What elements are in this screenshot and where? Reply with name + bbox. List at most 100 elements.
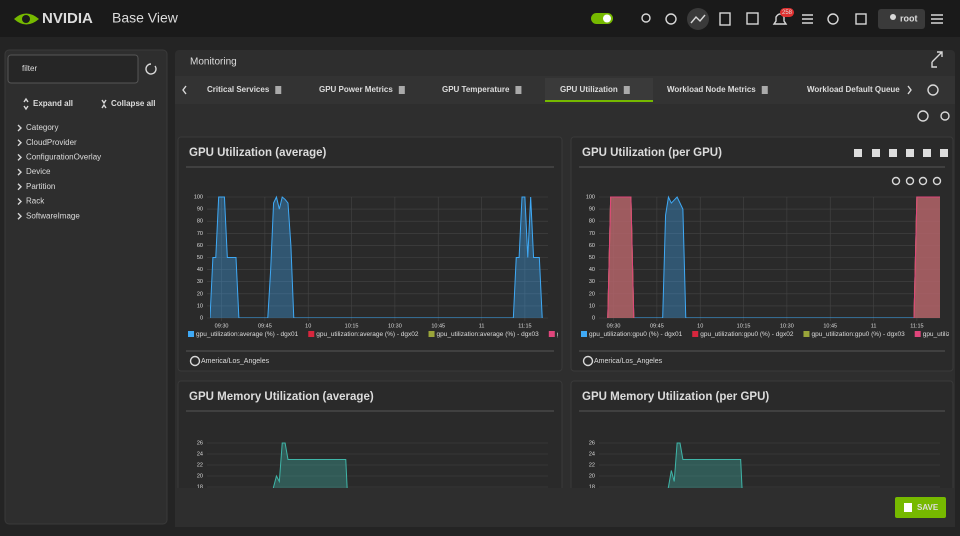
calc-icon[interactable] (719, 12, 731, 26)
tab-label[interactable]: Workload Default Queue (807, 85, 900, 94)
legend-swatch[interactable] (581, 331, 587, 337)
filter-input[interactable] (7, 54, 139, 84)
y-tick-label: 50 (589, 255, 595, 261)
filter-placeholder: filter (22, 64, 37, 73)
tree-item[interactable]: ConfigurationOverlay (26, 153, 101, 162)
tab-delete[interactable] (623, 86, 630, 94)
panel-title: GPU Utilization (per GPU) (582, 147, 722, 159)
chart-panel: GPU Memory Utilization (per GPU) 18 20 22 24… (570, 380, 954, 502)
tree-caret[interactable] (17, 153, 22, 161)
clock-icon (582, 355, 594, 367)
tree-item[interactable]: CloudProvider (26, 138, 77, 147)
refresh-icon[interactable] (145, 63, 157, 75)
y-tick-label: 26 (589, 440, 595, 446)
panel-tool[interactable] (906, 149, 914, 157)
add-widget[interactable] (917, 110, 929, 122)
tab-right[interactable] (907, 85, 912, 95)
x-tick-label: 10 (697, 323, 703, 329)
display-icon[interactable] (746, 12, 759, 25)
y-tick-label: 26 (197, 440, 203, 446)
tab-delete[interactable] (761, 86, 768, 94)
panel-tool[interactable] (923, 149, 931, 157)
legend-label[interactable]: gpu_utilization:average (%) - dgx02 (316, 331, 419, 338)
y-tick-label: 40 (197, 267, 203, 273)
x-tick-label: 11 (479, 323, 485, 329)
panel-bg (177, 136, 563, 372)
legend-label[interactable]: gpu_utilization:gpu0 (%) - dgx03 (811, 331, 905, 338)
y-tick-label: 40 (589, 267, 595, 273)
panel-title: GPU Utilization (average) (189, 147, 327, 159)
panel-title: GPU Memory Utilization (average) (189, 391, 374, 403)
tab-label[interactable]: Workload Node Metrics (667, 85, 756, 94)
panel-tool[interactable] (889, 149, 897, 157)
tab-delete[interactable] (275, 86, 282, 94)
tasks-icon[interactable] (802, 14, 813, 24)
cluster-icon[interactable] (665, 13, 677, 25)
expand-all[interactable]: Expand all (33, 99, 73, 108)
x-tick-label: 10:45 (823, 323, 837, 329)
zoom-tool[interactable] (905, 176, 915, 186)
legend-label[interactable]: gpu_utilization:average (%) - dgx03 (437, 331, 540, 338)
tab-label[interactable]: GPU Power Metrics (319, 85, 393, 94)
tree-item[interactable]: Device (26, 167, 51, 176)
add-tab[interactable] (927, 84, 939, 96)
legend-label[interactable]: gpu_utilization:gpu0 (%) - dgx01 (589, 331, 683, 338)
zoom-tool[interactable] (891, 176, 901, 186)
y-tick-label: 24 (589, 451, 595, 457)
zoom-tool[interactable] (932, 176, 942, 186)
tab-delete[interactable] (515, 86, 522, 94)
legend-swatch[interactable] (692, 331, 699, 337)
collapse-all[interactable]: Collapse all (111, 99, 155, 108)
dashboard-settings[interactable] (940, 111, 950, 121)
area-fill (607, 197, 634, 318)
tree-caret[interactable] (17, 124, 22, 132)
y-tick-label: 80 (197, 219, 203, 225)
settings-icon[interactable] (827, 13, 839, 25)
tree-item[interactable]: Category (26, 123, 58, 132)
menu-icon[interactable] (931, 14, 943, 24)
logo-eye (22, 15, 30, 23)
user-button[interactable] (878, 9, 925, 29)
tab-left[interactable] (182, 85, 187, 95)
expand-icon (23, 97, 29, 111)
legend-label[interactable]: gp (557, 331, 565, 338)
legend-swatch[interactable] (803, 331, 810, 337)
legend-swatch[interactable] (548, 331, 555, 337)
legend-label[interactable]: gpu_utilization:average (%) - dgx01 (196, 331, 299, 338)
tree-item[interactable]: Rack (26, 197, 45, 206)
series-line (210, 195, 543, 318)
x-tick-label: 11 (871, 323, 877, 329)
legend-swatch[interactable] (914, 331, 921, 337)
tab-label[interactable]: Critical Services (207, 85, 270, 94)
plot (210, 195, 543, 318)
tree-caret[interactable] (17, 168, 22, 176)
search-icon[interactable] (641, 13, 651, 23)
plot (667, 442, 743, 488)
tree-caret[interactable] (17, 212, 22, 220)
legend-swatch[interactable] (428, 331, 435, 337)
legend-label[interactable]: gpu_utiliz (923, 331, 950, 338)
panel-tool[interactable] (854, 149, 862, 157)
brand[interactable]: NVIDIA (42, 10, 93, 27)
legend-label[interactable]: gpu_utilization:gpu0 (%) - dgx02 (700, 331, 794, 338)
tab-label[interactable]: GPU Temperature (442, 85, 510, 94)
zoom-tool[interactable] (918, 176, 928, 186)
tab-delete[interactable] (398, 86, 405, 94)
save-button[interactable] (895, 497, 946, 518)
x-tick-label: 09:30 (215, 323, 229, 329)
y-tick-label: 70 (197, 231, 203, 237)
save-icon[interactable] (855, 13, 867, 25)
badge (780, 8, 794, 17)
tree-caret[interactable] (17, 139, 22, 147)
tab-label[interactable]: GPU Utilization (560, 85, 618, 94)
panel-tool[interactable] (872, 149, 880, 157)
tree-caret[interactable] (17, 183, 22, 191)
tree-item[interactable]: SoftwareImage (26, 211, 80, 220)
fullscreen-icon[interactable] (931, 51, 943, 68)
legend-swatch[interactable] (188, 331, 194, 337)
panel-tool[interactable] (940, 149, 948, 157)
tree-caret[interactable] (17, 198, 22, 205)
x-tick-label: 10:15 (345, 323, 359, 329)
legend-swatch[interactable] (308, 331, 315, 337)
tree-item[interactable]: Partition (26, 182, 55, 191)
